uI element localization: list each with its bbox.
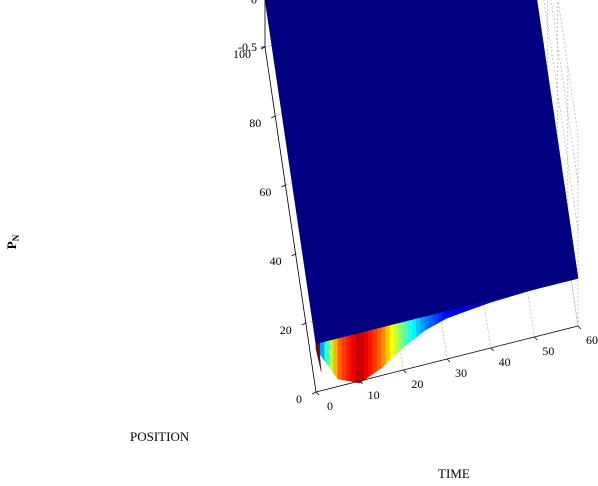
y-tick-label: 50 — [542, 344, 554, 358]
y-tick-mark — [446, 358, 451, 363]
y-tick-mark — [359, 380, 363, 385]
surface-trough-facet — [411, 318, 417, 341]
z-axis-label: PN — [4, 234, 21, 249]
y-tick-mark — [490, 347, 494, 352]
surface-trough-facet — [389, 324, 395, 361]
surface-trough-facet — [341, 336, 347, 381]
x-tick-mark — [311, 391, 317, 395]
y-tick-label: 60 — [586, 333, 598, 347]
surface-trough-facet — [350, 334, 356, 383]
surface-trough-facet — [372, 328, 378, 375]
z-tick-label: 0 — [251, 0, 257, 6]
surface-trough-facet — [359, 331, 365, 384]
surface-trough-facet — [442, 310, 448, 321]
surface-trough-facet — [346, 335, 352, 382]
surface-trough-facet — [354, 332, 361, 384]
y-tick-label: 40 — [499, 355, 511, 369]
x-tick-label: 40 — [270, 254, 282, 268]
x-tick-label: 20 — [280, 323, 292, 337]
x-tick-label: 80 — [249, 116, 261, 130]
z-axis-label-sub: N — [11, 234, 21, 241]
surface-trough-facet — [429, 314, 435, 329]
surface-trough-facet — [459, 306, 465, 314]
surface-trough-facet — [446, 309, 452, 319]
surface-trough-facet — [529, 289, 535, 291]
x-axis-label: POSITION — [130, 429, 190, 444]
axes-box — [260, 0, 582, 396]
surface-trough-facet — [416, 317, 422, 338]
y-tick-mark — [534, 336, 538, 341]
x-tick-label: 100 — [233, 47, 251, 61]
y-tick-label: 0 — [327, 399, 333, 413]
surface-trough-facet — [368, 329, 374, 378]
surface-trough-facet — [433, 313, 439, 326]
surface-trough-facet — [481, 301, 487, 306]
surface-trough-facet — [337, 337, 343, 381]
surface-trough-facet — [376, 327, 382, 372]
surface-trough-facet — [381, 326, 387, 369]
surface-trough-facet — [437, 312, 443, 324]
x-tick-label: 0 — [296, 392, 302, 406]
y-tick-label: 20 — [411, 377, 423, 391]
surface-trough-facet — [451, 308, 457, 317]
y-tick-label: 30 — [455, 366, 467, 380]
surface-trough-facet — [324, 340, 330, 368]
surface-plane — [264, 0, 579, 345]
surface-trough-facet — [573, 278, 579, 280]
surface-trough-edge — [315, 343, 322, 372]
y-tick-mark — [403, 369, 407, 374]
y-tick-label: 10 — [368, 388, 380, 402]
svg-text:PN: PN — [4, 234, 21, 249]
x-tick-mark — [271, 115, 276, 119]
surface-trough-facet — [333, 338, 339, 380]
surface-trough-facet — [424, 315, 430, 331]
surface-trough-facet — [398, 321, 404, 352]
surface-trough-facet — [394, 323, 400, 357]
z-axis-label-main: P — [4, 241, 19, 249]
x-tick-mark — [281, 184, 286, 188]
surface-trough-facet — [464, 305, 470, 313]
surface-trough-facet — [328, 339, 334, 374]
grid-line — [557, 0, 579, 136]
y-tick-mark — [315, 391, 320, 396]
axis-line — [264, 46, 317, 393]
surface-trough-facet — [420, 316, 426, 335]
y-axis-label: TIME — [438, 466, 470, 481]
surface-trough-facet — [468, 304, 474, 311]
x-tick-label: 60 — [259, 185, 271, 199]
surface-trough-facet — [472, 303, 478, 309]
grid-line — [550, 0, 579, 183]
surface-trough-facet — [455, 307, 461, 316]
surface-trough-facet — [363, 330, 369, 381]
surface — [264, 0, 579, 384]
surface-trough-facet — [320, 341, 326, 362]
grid-line — [543, 0, 579, 231]
surface-trough-facet — [385, 325, 391, 365]
x-tick-mark — [301, 322, 306, 326]
x-tick-mark — [291, 253, 296, 257]
surface-trough-facet — [407, 319, 413, 345]
y-tick-mark — [577, 325, 582, 330]
z-tick-label: -0.5 — [238, 40, 257, 54]
surface-trough-facet — [402, 320, 409, 348]
